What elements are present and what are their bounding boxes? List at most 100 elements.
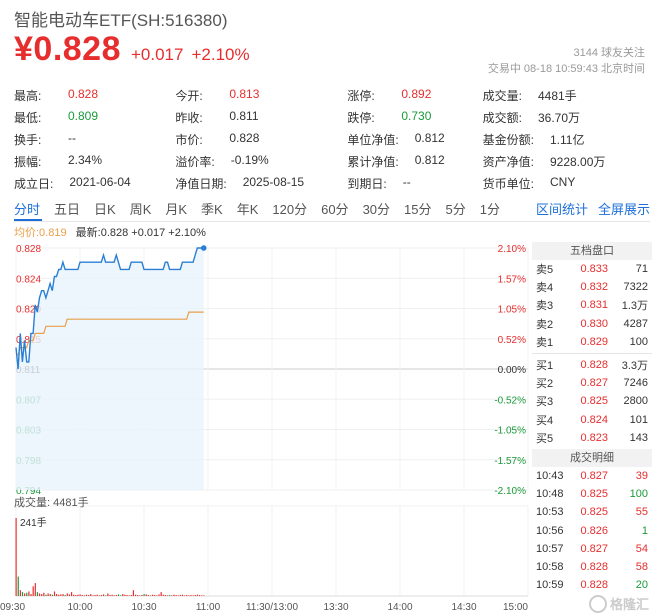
tab-11[interactable]: 5分 xyxy=(445,201,466,217)
ob-price: 0.825 xyxy=(580,395,608,408)
volume-bar xyxy=(126,595,128,596)
volume-bar xyxy=(100,595,103,596)
fullscreen-link[interactable]: 全屏展示 xyxy=(597,201,650,217)
tab-3[interactable]: 周K xyxy=(129,201,152,217)
tab-10[interactable]: 15分 xyxy=(404,201,432,217)
order-book-row[interactable]: 买3 0.825 2800 xyxy=(532,392,652,410)
ob-vol: 143 xyxy=(629,431,648,444)
volume-bar xyxy=(34,583,36,596)
tab-8[interactable]: 60分 xyxy=(321,201,349,217)
price-area xyxy=(16,248,204,490)
tab-5[interactable]: 季K xyxy=(201,201,223,217)
ob-label: 卖1 xyxy=(536,336,554,349)
ob-price: 0.828 xyxy=(580,359,608,372)
stat-value: 2.34% xyxy=(68,152,103,167)
stat-value: CNY xyxy=(549,174,576,189)
stat-value: 0.828 xyxy=(229,130,260,145)
intraday-chart[interactable]: 0.828 2.10%0.824 1.57%0.820 1.05%0.815 0.52%… xyxy=(0,236,530,615)
volume-bar xyxy=(81,595,83,596)
order-book-row[interactable]: 卖3 0.831 1.3万 xyxy=(532,296,652,314)
tab-1[interactable]: 五日 xyxy=(54,201,81,217)
stat-cell: 成交额: 36.70万 xyxy=(483,109,644,126)
stat-cell: 最低: 0.809 xyxy=(14,109,175,126)
stat-label: 单位净值: xyxy=(347,132,399,147)
follow-count[interactable]: 3144 球友关注 xyxy=(573,47,645,59)
volume-bar xyxy=(177,595,179,596)
stat-label: 资产净值: xyxy=(482,154,534,169)
trade-price: 0.828 xyxy=(580,560,608,573)
volume-bar xyxy=(58,594,60,596)
time-tick-label: 10:00 xyxy=(67,602,92,613)
trade-vol: 54 xyxy=(635,542,648,555)
trade-vol: 55 xyxy=(635,506,648,519)
stat-cell: 基金份额: 1.11亿 xyxy=(483,131,644,148)
order-book-row[interactable]: 买5 0.823 143 xyxy=(532,429,652,447)
stat-value: 36.70万 xyxy=(537,110,581,125)
stat-value: -- xyxy=(68,130,76,145)
time-tick-label: 15:00 xyxy=(503,602,528,613)
volume-bar xyxy=(166,595,169,596)
order-book-rows: 卖5 0.833 71 卖4 0.832 7322 卖3 0.831 1.3万 卖2 0.830 42… xyxy=(532,260,652,447)
order-book-row[interactable]: 买1 0.828 3.3万 xyxy=(532,356,652,374)
volume-bar xyxy=(79,594,81,596)
volume-bar xyxy=(85,594,88,596)
stats-row: 成立日: 2021-06-04 净值日期: 2025-08-15 到期日: -- 货币单位:… xyxy=(14,172,644,194)
trade-row: 10:53 0.825 55 xyxy=(532,503,652,521)
tabs-right: 区间统计 全屏展示 xyxy=(526,199,650,218)
range-stats-link[interactable]: 区间统计 xyxy=(535,201,588,217)
ob-vol: 101 xyxy=(629,413,648,426)
volume-bar xyxy=(94,595,96,596)
stat-label: 振幅: xyxy=(14,154,42,169)
pct-tick-label: 1.05% xyxy=(498,305,526,316)
volume-bar xyxy=(75,595,77,596)
volume-bar xyxy=(186,595,188,596)
trade-vol: 1 xyxy=(641,524,648,537)
volume-bar xyxy=(96,594,98,596)
volume-bar xyxy=(124,594,126,596)
order-book-row[interactable]: 买4 0.824 101 xyxy=(532,411,652,429)
order-book-row[interactable]: 卖1 0.829 100 xyxy=(532,333,652,351)
chart-tabs: 分时 五日 日K 周K 月K 季K 年K 120分 60分 30分 15分 5分 1分 区间统计 全屏展示 xyxy=(14,198,650,218)
volume-bar xyxy=(36,592,39,596)
volume-bar xyxy=(184,595,186,596)
legend-latest: 最新:0.828 +0.017 +2.10% xyxy=(75,227,206,239)
order-book-row[interactable]: 卖5 0.833 71 xyxy=(532,260,652,278)
trade-status: 交易中 08-18 10:59:43 北京时间 xyxy=(487,63,645,75)
stat-cell: 昨收: 0.811 xyxy=(175,109,347,126)
stat-label: 到期日: xyxy=(347,176,387,191)
stat-label: 基金份额: xyxy=(482,132,534,147)
stat-label: 昨收: xyxy=(175,110,203,125)
ob-price: 0.829 xyxy=(580,335,608,348)
volume-bar xyxy=(68,594,71,596)
ob-price: 0.833 xyxy=(580,263,608,276)
stat-cell: 最高: 0.828 xyxy=(14,87,175,104)
ob-label: 卖2 xyxy=(536,318,554,331)
trade-row: 10:48 0.825 100 xyxy=(532,485,652,503)
trade-row: 10:58 0.828 58 xyxy=(532,558,652,576)
trade-price: 0.828 xyxy=(580,579,608,592)
stat-value: 0.813 xyxy=(229,86,260,101)
stat-label: 今开: xyxy=(175,88,203,103)
stat-label: 净值日期: xyxy=(175,176,227,191)
pct-tick-label: 2.10% xyxy=(498,244,526,255)
order-book-row[interactable]: 卖2 0.830 4287 xyxy=(532,315,652,333)
tab-7[interactable]: 120分 xyxy=(272,201,308,217)
volume-bar xyxy=(88,595,90,596)
stat-value: 0.812 xyxy=(414,130,445,145)
tab-4[interactable]: 月K xyxy=(165,201,188,217)
trade-vol: 39 xyxy=(635,469,648,482)
tab-12[interactable]: 1分 xyxy=(479,201,500,217)
tab-2[interactable]: 日K xyxy=(94,201,116,217)
trade-time: 10:43 xyxy=(536,469,564,482)
tab-6[interactable]: 年K xyxy=(236,201,259,217)
order-book-row[interactable]: 卖4 0.832 7322 xyxy=(532,278,652,296)
stat-value: 2025-08-15 xyxy=(242,174,305,189)
order-book-row[interactable]: 买2 0.827 7246 xyxy=(532,374,652,392)
volume-bar xyxy=(60,594,62,596)
tab-0[interactable]: 分时 xyxy=(14,201,41,217)
volume-bar xyxy=(26,592,28,596)
tab-9[interactable]: 30分 xyxy=(362,201,391,217)
ob-price: 0.832 xyxy=(580,281,608,294)
volume-bar xyxy=(156,595,158,596)
volume-bar xyxy=(28,591,30,596)
